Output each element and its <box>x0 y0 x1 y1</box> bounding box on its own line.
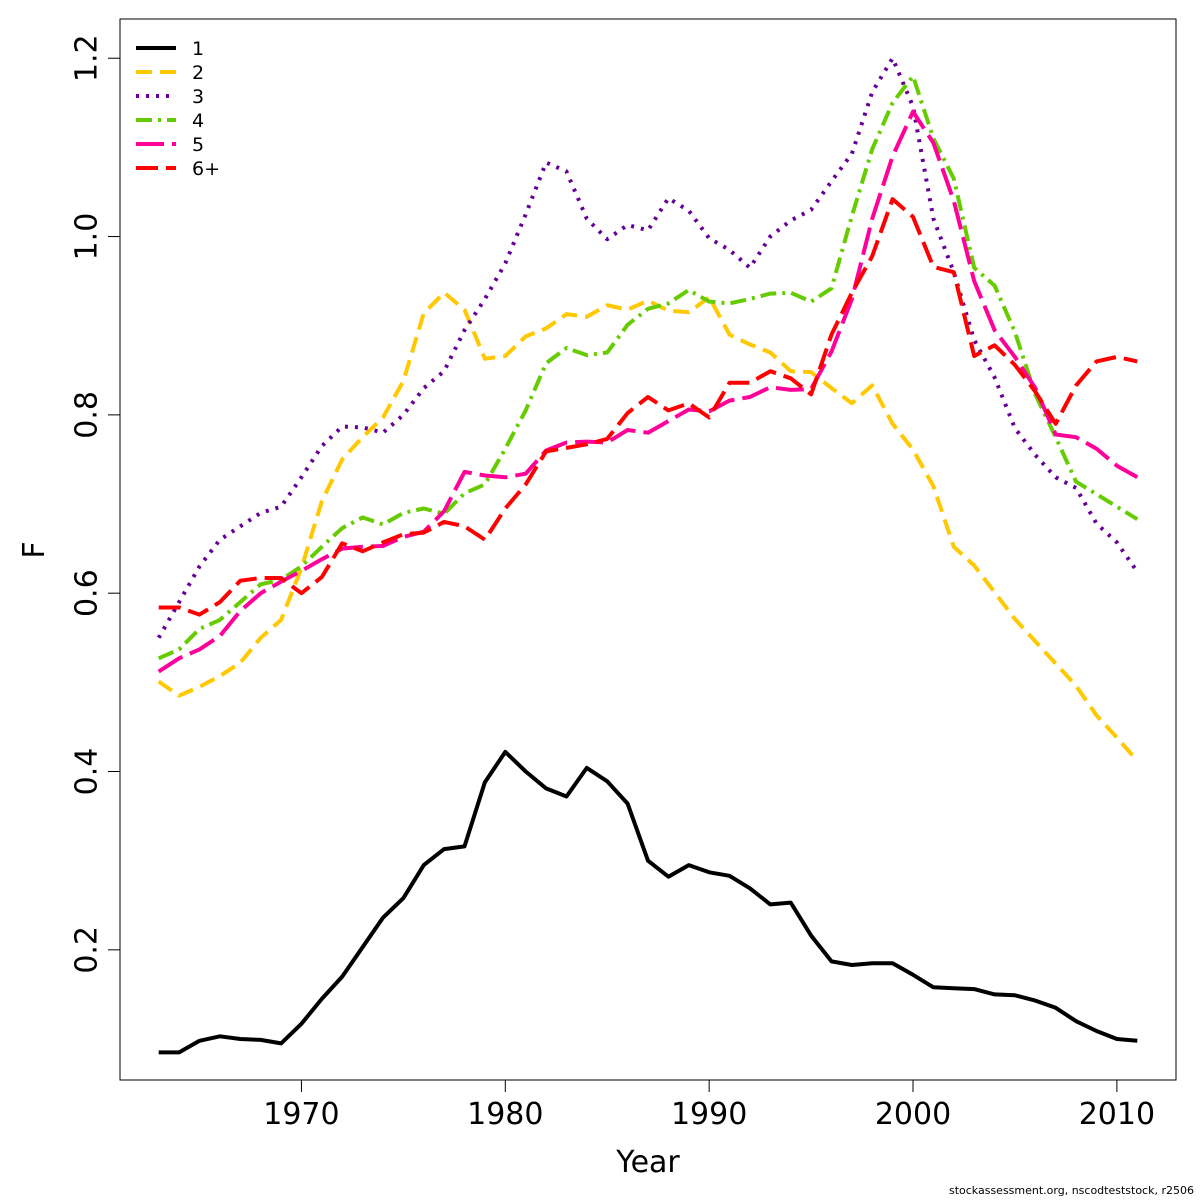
x-tick-label: 1980 <box>467 1097 543 1132</box>
series-layer <box>156 56 1139 1055</box>
series-line-1 <box>158 749 1138 1055</box>
legend-label: 6+ <box>192 158 220 180</box>
legend-label: 3 <box>192 86 204 108</box>
footer-note: stockassessment.org, nscodteststock, r25… <box>949 1184 1194 1197</box>
y-axis-title: F <box>17 541 52 558</box>
y-axis: 0.2 0.4 0.6 0.8 1.0 1.2 <box>70 34 121 974</box>
y-tick-label: 1.0 <box>70 213 105 261</box>
series-line-6plus <box>158 197 1138 617</box>
x-axis: 1970 1980 1990 2000 2010 <box>263 1079 1155 1132</box>
y-tick-label: 0.2 <box>70 926 105 974</box>
y-tick-label: 0.4 <box>70 748 105 796</box>
y-tick-label: 0.8 <box>70 391 105 439</box>
y-tick-label: 1.2 <box>70 34 105 82</box>
plot-frame <box>119 18 1177 1081</box>
legend-label: 4 <box>192 110 204 132</box>
x-tick-label: 2000 <box>875 1097 951 1132</box>
legend-label: 2 <box>192 62 204 84</box>
series-line-5 <box>157 109 1139 674</box>
y-tick-label: 0.6 <box>70 569 105 617</box>
series-line-2 <box>157 290 1139 763</box>
x-tick-label: 1970 <box>263 1097 339 1132</box>
legend-label: 5 <box>192 134 204 156</box>
series-line-4 <box>157 74 1139 661</box>
x-tick-label: 1990 <box>671 1097 747 1132</box>
x-axis-title: Year <box>615 1145 680 1180</box>
x-tick-label: 2010 <box>1079 1097 1155 1132</box>
legend-label: 1 <box>192 38 204 60</box>
